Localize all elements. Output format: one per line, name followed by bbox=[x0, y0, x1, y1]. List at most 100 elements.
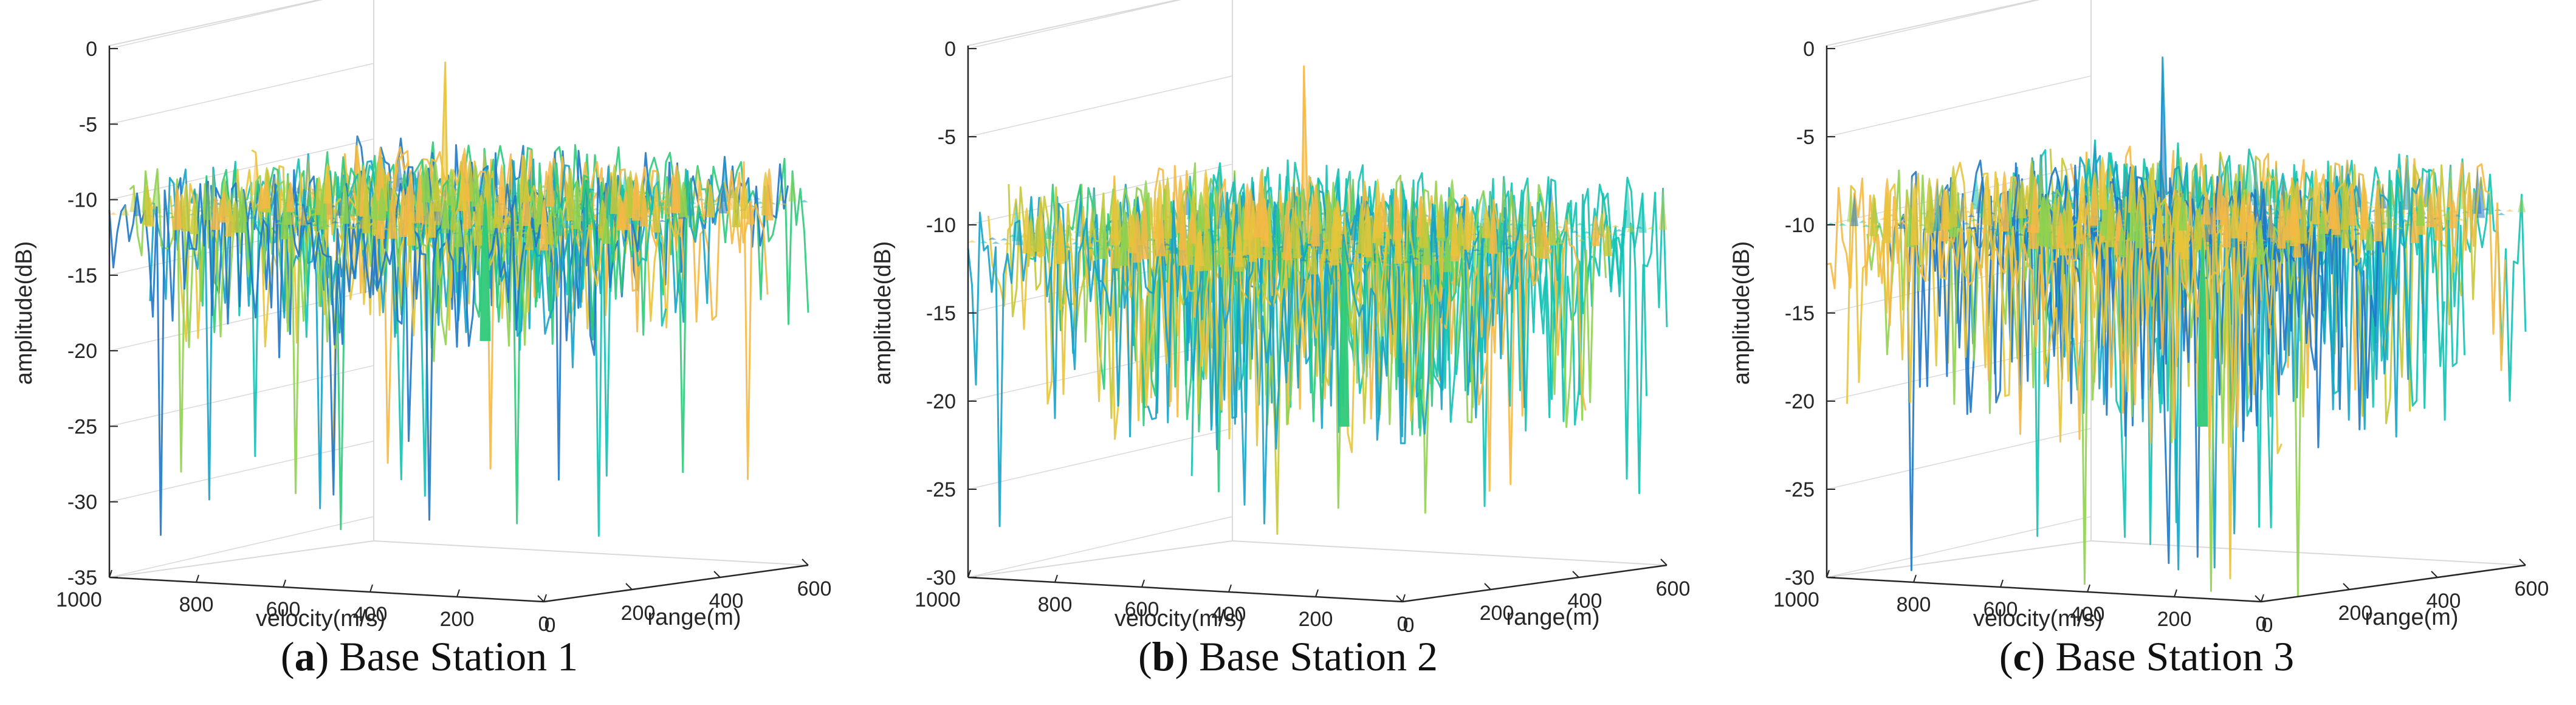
surface-patch bbox=[2036, 155, 2045, 205]
surface-peak bbox=[447, 168, 456, 206]
surface-peak bbox=[1187, 212, 1197, 244]
z-gridline bbox=[967, 0, 1182, 49]
velocity-tick-label: 1000 bbox=[915, 588, 961, 611]
surface-patch bbox=[1359, 262, 1367, 264]
surface-patch bbox=[153, 169, 162, 213]
velocity-tick-mark bbox=[1402, 594, 1406, 602]
surface-patch bbox=[1957, 226, 1965, 232]
z-tick-label: -5 bbox=[1796, 126, 1815, 149]
range-tick-label: 600 bbox=[2515, 577, 2549, 600]
surface-peak bbox=[2018, 180, 2027, 219]
surface-patch bbox=[1437, 246, 1445, 249]
surface-patch bbox=[348, 202, 356, 216]
surface-patch bbox=[512, 235, 520, 238]
surface-patch bbox=[2145, 224, 2153, 227]
surface-patch bbox=[788, 171, 797, 202]
surface-peak bbox=[566, 168, 575, 221]
surface-patch bbox=[259, 216, 268, 219]
surface-peak bbox=[362, 182, 371, 233]
z-gridline bbox=[1826, 75, 2092, 137]
panel-b: 0 -5 -10 -15 -20 -25 -30 1000 800 600 400 200 0 0 200 4… bbox=[859, 0, 1717, 705]
surface-peak bbox=[1456, 212, 1465, 246]
surface-peak bbox=[639, 193, 648, 227]
surface-patch bbox=[1300, 258, 1308, 261]
surface-peak bbox=[2098, 156, 2107, 210]
surface-peak bbox=[2299, 195, 2308, 244]
surface-patch bbox=[2016, 233, 2024, 236]
surface-patch bbox=[351, 218, 360, 221]
surface-ridge-line bbox=[1866, 170, 2303, 597]
surface-patch bbox=[2146, 240, 2155, 243]
velocity-tick-mark bbox=[369, 584, 373, 593]
surface-peak bbox=[1373, 178, 1382, 238]
surface-patch bbox=[988, 237, 997, 240]
caption-title: Base Station 3 bbox=[2045, 633, 2295, 679]
surface-patch bbox=[565, 230, 573, 233]
surface-patch bbox=[800, 199, 808, 202]
z-gridline bbox=[109, 138, 374, 201]
surface-peak bbox=[610, 164, 619, 215]
surface-peak bbox=[2154, 205, 2163, 247]
velocity-tick-label: 200 bbox=[440, 608, 475, 631]
surface-patch bbox=[1933, 179, 1942, 231]
surface-peak bbox=[1882, 191, 1891, 244]
surface-peak bbox=[458, 173, 467, 211]
surface-peak bbox=[340, 185, 349, 224]
surface-patch bbox=[263, 221, 272, 224]
surface-patch bbox=[346, 225, 354, 229]
grid-edge bbox=[373, 540, 809, 566]
surface-patch bbox=[1000, 238, 1008, 241]
surface-peak bbox=[1311, 184, 1320, 247]
range-tick-mark bbox=[713, 571, 721, 578]
surface bbox=[1826, 57, 2527, 597]
surface-peak bbox=[546, 160, 555, 207]
surface-patch bbox=[2396, 226, 2404, 229]
z-tick-label: -10 bbox=[1785, 214, 1815, 237]
surface-patch bbox=[2261, 242, 2270, 246]
velocity-axis-label: velocity(m/s) bbox=[1973, 606, 2103, 631]
velocity-tick-mark bbox=[456, 589, 460, 597]
z-tick-label: -5 bbox=[938, 126, 956, 149]
z-tick-label: -10 bbox=[926, 214, 956, 237]
surface-patch bbox=[687, 178, 695, 216]
z-tick-label: -25 bbox=[926, 478, 956, 501]
surface-peak bbox=[454, 219, 463, 247]
grid-edge bbox=[967, 540, 1233, 578]
surface-patch bbox=[292, 215, 300, 218]
range-tick-label: 200 bbox=[1480, 602, 1514, 625]
surface-peak bbox=[1467, 209, 1476, 241]
surface-patch bbox=[252, 220, 259, 223]
surface-peak bbox=[432, 178, 441, 212]
surface-patch bbox=[1838, 223, 1847, 226]
surface-peak bbox=[2311, 168, 2320, 224]
velocity-tick-mark bbox=[2261, 594, 2264, 602]
z-gridline bbox=[967, 163, 1233, 225]
surface-patch bbox=[1659, 188, 1667, 230]
surface-patch bbox=[558, 157, 566, 197]
surface-peak bbox=[740, 182, 749, 219]
surface-peak bbox=[1033, 216, 1042, 252]
surface-peak bbox=[2129, 193, 2138, 241]
surface-peak bbox=[190, 202, 199, 235]
surface-patch bbox=[414, 219, 422, 228]
velocity-tick-label: 400 bbox=[353, 603, 388, 626]
surface-patch bbox=[663, 177, 671, 215]
velocity-tick-mark bbox=[543, 594, 547, 602]
surface-patch bbox=[465, 232, 473, 235]
surface-patch bbox=[1965, 226, 1974, 229]
surface-peak bbox=[211, 196, 220, 230]
surface-patch bbox=[1403, 260, 1411, 263]
surface-patch bbox=[417, 229, 425, 232]
surface-peak bbox=[1357, 203, 1366, 254]
surface-patch bbox=[2087, 237, 2095, 239]
surface-patch bbox=[1273, 253, 1281, 256]
velocity-tick-label: 1000 bbox=[1773, 588, 1819, 611]
panel-c: 0 -5 -10 -15 -20 -25 -30 1000 800 600 400 200 0 0 200 4… bbox=[1717, 0, 2576, 705]
velocity-tick-mark bbox=[1141, 579, 1145, 588]
surface-peak bbox=[1489, 210, 1498, 254]
surface-patch bbox=[2004, 229, 2013, 235]
surface-patch bbox=[1352, 253, 1361, 256]
surface-patch bbox=[434, 201, 442, 225]
surface-patch bbox=[698, 213, 707, 216]
